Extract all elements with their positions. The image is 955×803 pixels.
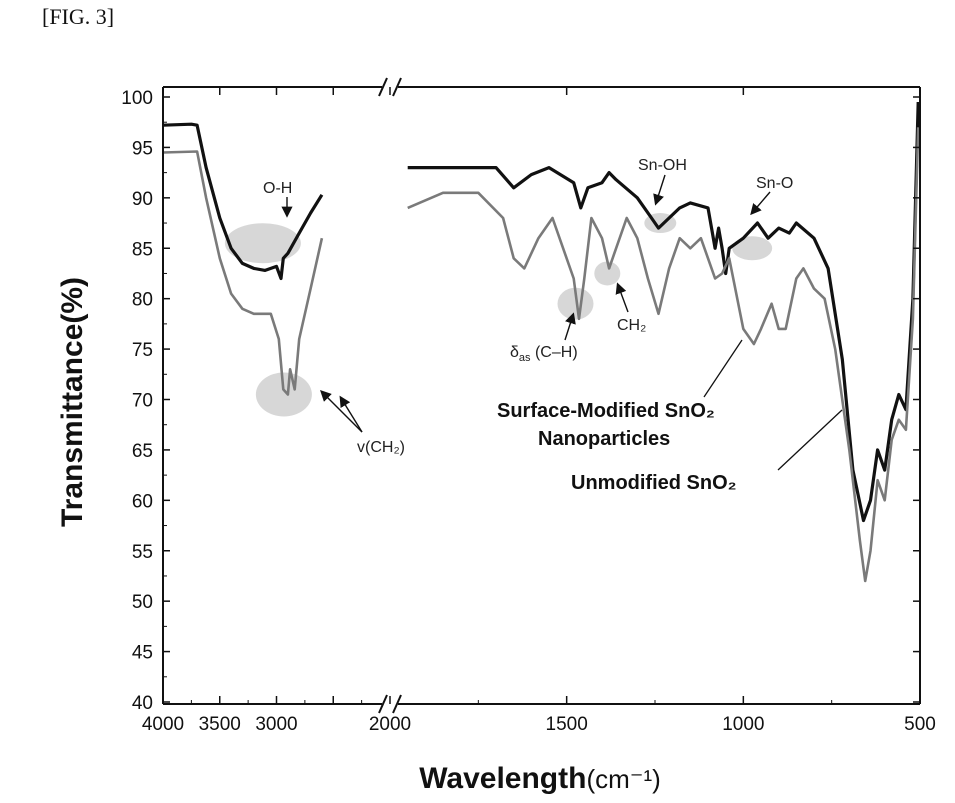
y-axis-title: Transmittance(%)	[56, 277, 89, 527]
legend-unmodified: Unmodified SnO₂	[571, 472, 737, 494]
x-tick-label-1500: 1500	[546, 714, 588, 735]
ticks-group: 40 45 50 55 60 65 70 75 80 85 90 95 100 4000 3500 3000 2…	[121, 87, 936, 735]
highlight-vch2	[255, 372, 312, 417]
figure-label: [FIG. 3]	[42, 4, 115, 29]
highlight-oh	[224, 223, 301, 264]
annotation-das-sub: as	[519, 352, 531, 364]
highlight-sno	[732, 236, 773, 261]
annotation-das: δas (C–H)	[510, 344, 578, 364]
x-tick-label-2000: 2000	[369, 714, 411, 735]
arrow-das	[564, 312, 576, 341]
series-group	[162, 101, 920, 583]
highlight-ch2	[594, 261, 621, 286]
y-tick-label-85: 85	[132, 239, 153, 260]
y-tick-label-40: 40	[132, 693, 153, 714]
legend-modified-line1: Surface-Modified SnO₂	[497, 400, 715, 422]
x-axis-title-main: Wavelength	[419, 762, 586, 795]
annotation-das-rest: (C–H)	[531, 344, 578, 361]
series-line-1-segment-1	[407, 127, 920, 583]
x-axis-title: Wavelength(cm⁻¹)	[419, 762, 661, 795]
legend-modified-line2: Nanoparticles	[538, 428, 670, 450]
x-tick-label-3500: 3500	[199, 714, 241, 735]
y-tick-label-95: 95	[132, 138, 153, 159]
series-line-1-segment-0	[162, 150, 324, 396]
x-axis-title-unit: (cm⁻¹)	[586, 764, 660, 794]
axis-break-mark-1-a	[378, 694, 388, 714]
series-line-0-segment-1	[407, 101, 920, 523]
y-tick-label-60: 60	[132, 491, 153, 512]
annotation-oh: O-H	[263, 180, 292, 197]
highlight-group	[224, 213, 773, 417]
y-tick-label-90: 90	[132, 189, 153, 210]
arrow-vch2-b	[339, 395, 363, 433]
y-tick-label-65: 65	[132, 441, 153, 462]
arrow-vch2-a	[320, 390, 363, 433]
arrow-ch2	[615, 282, 629, 313]
y-tick-label-70: 70	[132, 391, 153, 412]
annotation-sn-oh: Sn-OH	[638, 157, 687, 174]
y-tick-label-75: 75	[132, 340, 153, 361]
annotation-sn-o: Sn-O	[756, 175, 793, 192]
leader-modified	[703, 339, 743, 398]
y-tick-label-55: 55	[132, 542, 153, 563]
x-tick-label-500: 500	[904, 714, 936, 735]
arrow-snoh	[653, 174, 666, 206]
leader-unmodified	[777, 409, 843, 471]
arrow-sno	[750, 191, 771, 216]
y-tick-label-45: 45	[132, 643, 153, 664]
annotation-group: O-H Sn-OH Sn-O CH₂ δas (C–H) v(CH₂) Surf…	[263, 157, 843, 494]
series-line-0-segment-0	[162, 122, 324, 281]
highlight-das	[557, 287, 594, 320]
axis-break-mark-1-b	[392, 694, 402, 714]
y-tick-label-50: 50	[132, 592, 153, 613]
y-tick-label-80: 80	[132, 290, 153, 311]
axis-break-mark-0-b	[392, 77, 402, 97]
x-tick-label-1000: 1000	[722, 714, 764, 735]
x-tick-label-3000: 3000	[255, 714, 297, 735]
annotation-vch2: v(CH₂)	[357, 439, 405, 456]
x-tick-label-4000: 4000	[142, 714, 184, 735]
axis-break-mark-0-a	[378, 77, 388, 97]
annotation-das-delta: δ	[510, 344, 519, 361]
y-tick-label-100: 100	[121, 88, 153, 109]
annotation-ch2: CH₂	[617, 317, 646, 334]
